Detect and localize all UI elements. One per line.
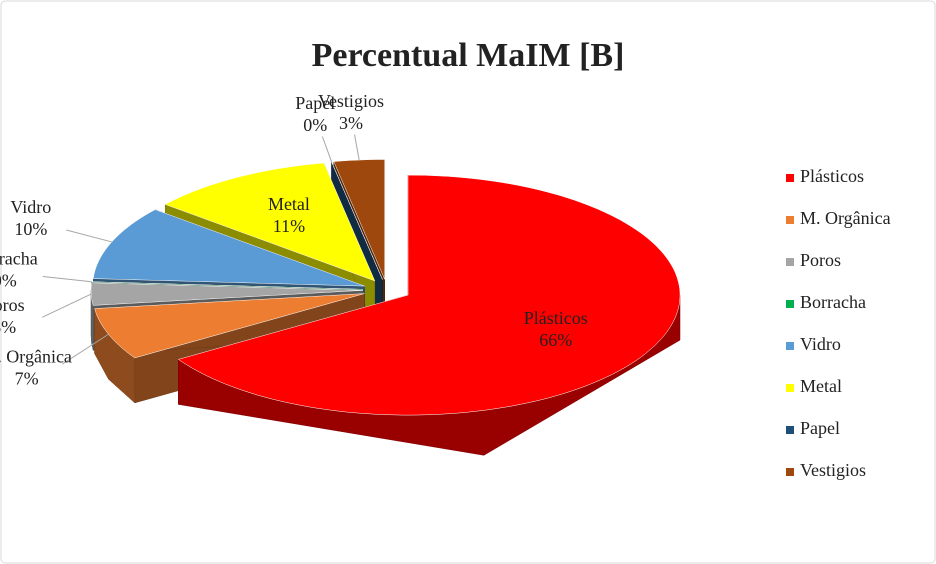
legend-swatch [786, 384, 794, 392]
legend-label: Metal [800, 376, 842, 396]
leader-line [354, 134, 360, 161]
data-label: Poros3% [0, 295, 25, 337]
slice [94, 293, 365, 359]
legend-label: M. Orgânica [800, 208, 891, 228]
slice [164, 162, 376, 282]
legend-swatch [786, 300, 794, 308]
leader-line [41, 293, 92, 318]
data-label-name: Vestigios [318, 91, 384, 111]
legend-label: Poros [800, 250, 841, 270]
legend-swatch [786, 258, 794, 266]
legend-swatch [786, 174, 794, 182]
data-label-value: 7% [15, 369, 39, 389]
legend-label: Papel [800, 418, 840, 438]
data-label-value: 10% [14, 219, 47, 239]
data-label: Plásticos 66% [524, 308, 588, 350]
data-label: Vestigios 3% [318, 91, 384, 133]
data-label: Metal 11% [268, 194, 310, 236]
pie [90, 159, 681, 456]
data-label: Borracha0% [0, 249, 38, 291]
data-label-value: 0% [303, 115, 327, 135]
data-label-value: 3% [339, 113, 363, 133]
legend-label: Borracha [800, 292, 866, 312]
slice [90, 282, 364, 306]
data-label-name: Vidro [10, 197, 51, 217]
leader-line [321, 136, 333, 162]
data-label-name: Borracha [0, 249, 38, 269]
data-label-value: 11% [273, 216, 305, 236]
slice [92, 209, 365, 287]
data-label-value: 0% [0, 271, 17, 291]
data-label-name: Metal [268, 194, 310, 214]
data-label: Papel 0% [295, 93, 335, 135]
data-label-value: 3% [0, 317, 16, 337]
legend-swatch [786, 342, 794, 350]
slice [333, 159, 385, 280]
data-label: Vidro 10% [10, 197, 51, 239]
legend-label: Vestigios [800, 460, 866, 480]
leader-line [42, 275, 92, 283]
legend-label: Plásticos [800, 166, 864, 186]
data-label-name: M. Orgânica [0, 347, 72, 367]
legend-swatch [786, 216, 794, 224]
legend-label: Vidro [800, 334, 841, 354]
slice [177, 174, 681, 416]
legend-swatch [786, 468, 794, 476]
data-label-value: 66% [539, 330, 572, 350]
slice [91, 281, 364, 290]
chart-title: Percentual MaIM [B] [312, 37, 625, 74]
leader-line [66, 229, 112, 243]
legend-swatch [786, 426, 794, 434]
leader-line [62, 333, 109, 365]
data-label-name: Papel [295, 93, 335, 113]
data-label-name: Plásticos [524, 308, 588, 328]
data-label-name: Poros [0, 295, 25, 315]
